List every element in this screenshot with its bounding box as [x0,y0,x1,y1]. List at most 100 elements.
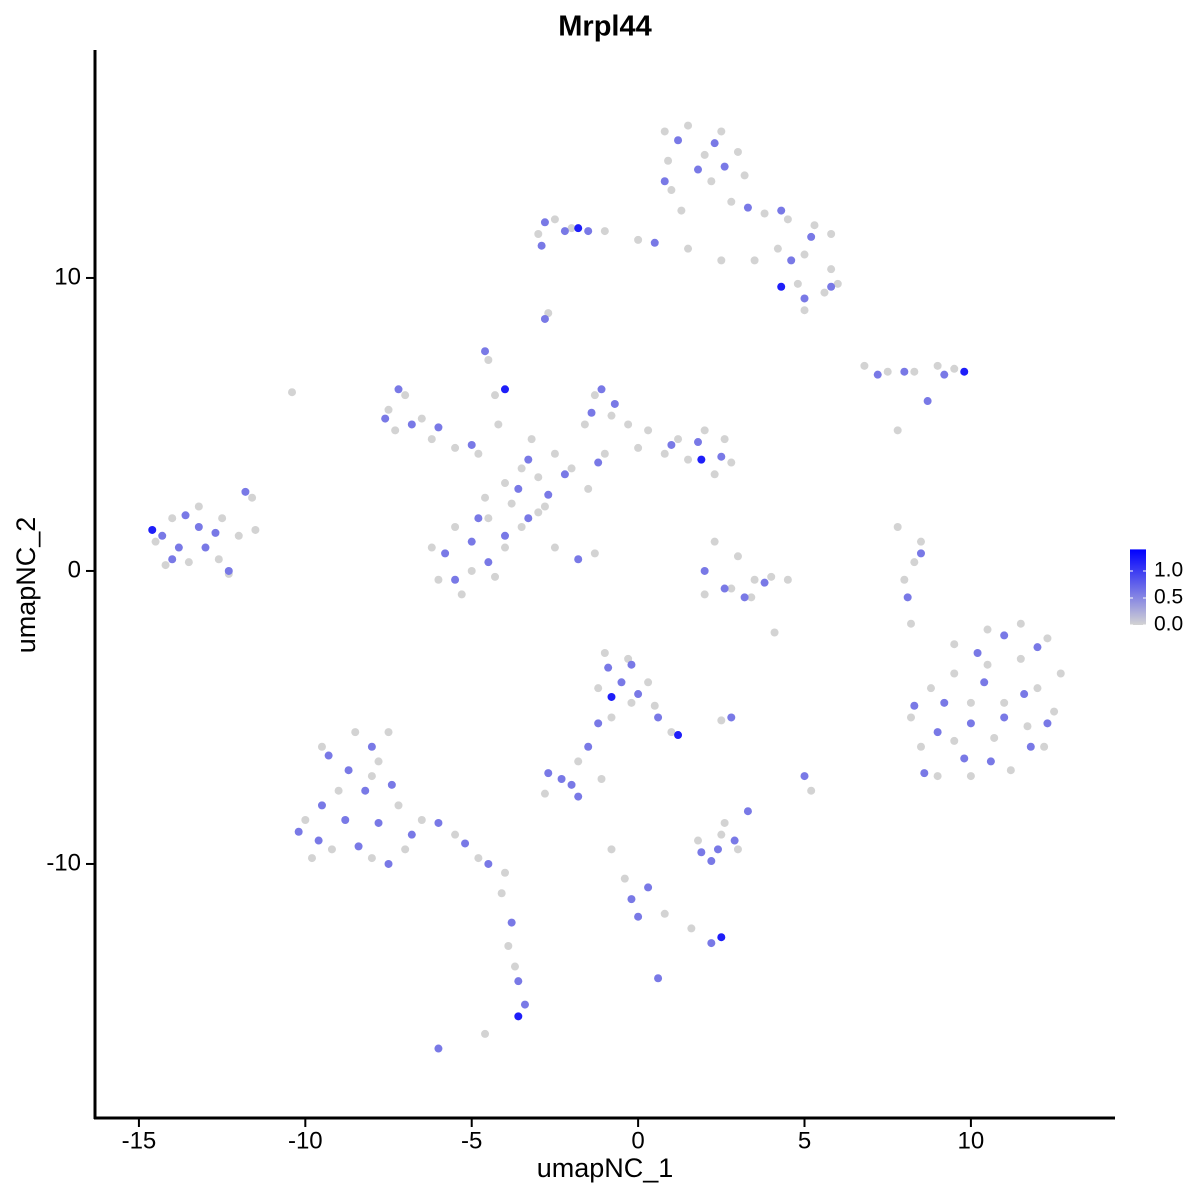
point [720,818,729,827]
point [574,757,583,766]
point [491,572,500,581]
point [950,364,959,373]
point [597,385,606,394]
point [560,227,569,236]
point [820,288,829,297]
point [427,543,436,552]
point [644,678,653,687]
point [1043,719,1052,728]
point [354,842,363,851]
point [324,751,333,760]
point [218,514,227,523]
point [500,531,509,540]
point [773,244,782,253]
point [727,584,736,593]
point [574,224,583,233]
point [550,449,559,458]
point [933,772,942,781]
point [441,549,450,558]
point [634,443,643,452]
point [334,786,343,795]
point [654,713,663,722]
point [893,523,902,532]
point [783,215,792,224]
point [467,537,476,546]
point [484,558,493,567]
point [550,543,559,552]
x-tick-label: -5 [461,1127,482,1154]
point [401,845,410,854]
point [903,593,912,602]
point [727,197,736,206]
point [694,836,703,845]
point [604,663,613,672]
x-tick-label: 0 [631,1127,644,1154]
point [457,590,466,599]
point [697,455,706,464]
point [491,391,500,400]
point [544,309,553,318]
point [710,470,719,479]
point [660,177,669,186]
point [634,912,643,921]
point [783,575,792,584]
point [1033,643,1042,652]
point [594,684,603,693]
point [720,435,729,444]
point [341,816,350,825]
point [800,294,809,303]
point [574,792,583,801]
point [194,523,203,532]
x-tick-label: -10 [288,1127,323,1154]
point [733,552,742,561]
point [827,265,836,274]
point [351,728,360,737]
x-tick-label: 10 [958,1127,985,1154]
point [707,939,716,948]
point [900,367,909,376]
point [777,206,786,215]
point [940,698,949,707]
point [950,736,959,745]
point [517,523,526,532]
point [1006,766,1015,775]
point [607,411,616,420]
point [451,830,460,839]
point [717,452,726,461]
point [740,593,749,602]
point [434,423,443,432]
point [514,977,523,986]
chart-title: Mrpl44 [558,11,651,43]
point [674,731,683,740]
point [151,537,160,546]
point [1023,722,1032,731]
point [434,575,443,584]
point [590,549,599,558]
point [484,514,493,523]
point [594,719,603,728]
point [720,584,729,593]
point [1016,619,1025,628]
point [717,256,726,265]
point [770,628,779,637]
point [750,256,759,265]
point [540,218,549,227]
point [990,733,999,742]
point [777,282,786,291]
point [733,147,742,156]
point [966,698,975,707]
point [524,455,533,464]
point [667,440,676,449]
point [933,361,942,370]
point [760,209,769,218]
point [384,859,393,868]
point [1000,698,1009,707]
point [607,692,616,701]
point [634,235,643,244]
point [540,502,549,511]
point [1016,654,1025,663]
point [527,435,536,444]
point [168,555,177,564]
point [624,420,633,429]
